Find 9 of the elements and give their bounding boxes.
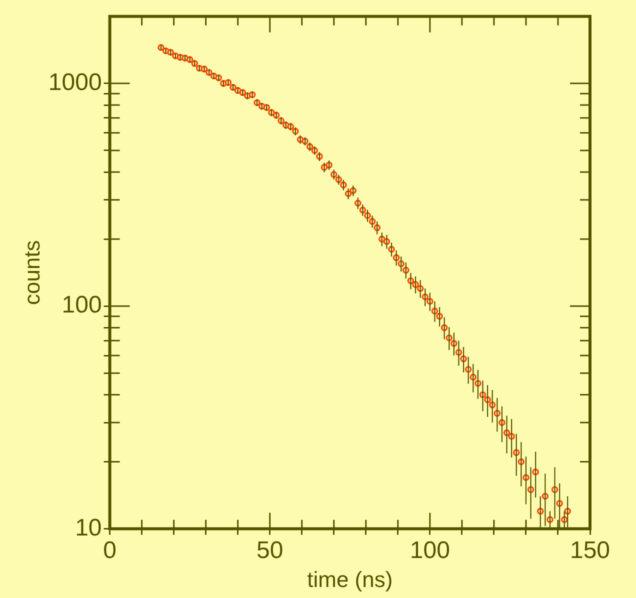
y-tick-label: 100	[62, 292, 102, 319]
y-tick-label: 10	[75, 514, 102, 542]
x-tick-label: 50	[256, 536, 284, 564]
x-tick-label: 0	[103, 536, 116, 564]
y-axis-title: counts	[19, 240, 44, 306]
x-tick-label: 150	[570, 536, 610, 564]
x-axis-title: time (ns)	[307, 566, 393, 592]
y-tick-label: 1000	[48, 69, 102, 96]
x-tick-label: 100	[410, 536, 450, 564]
